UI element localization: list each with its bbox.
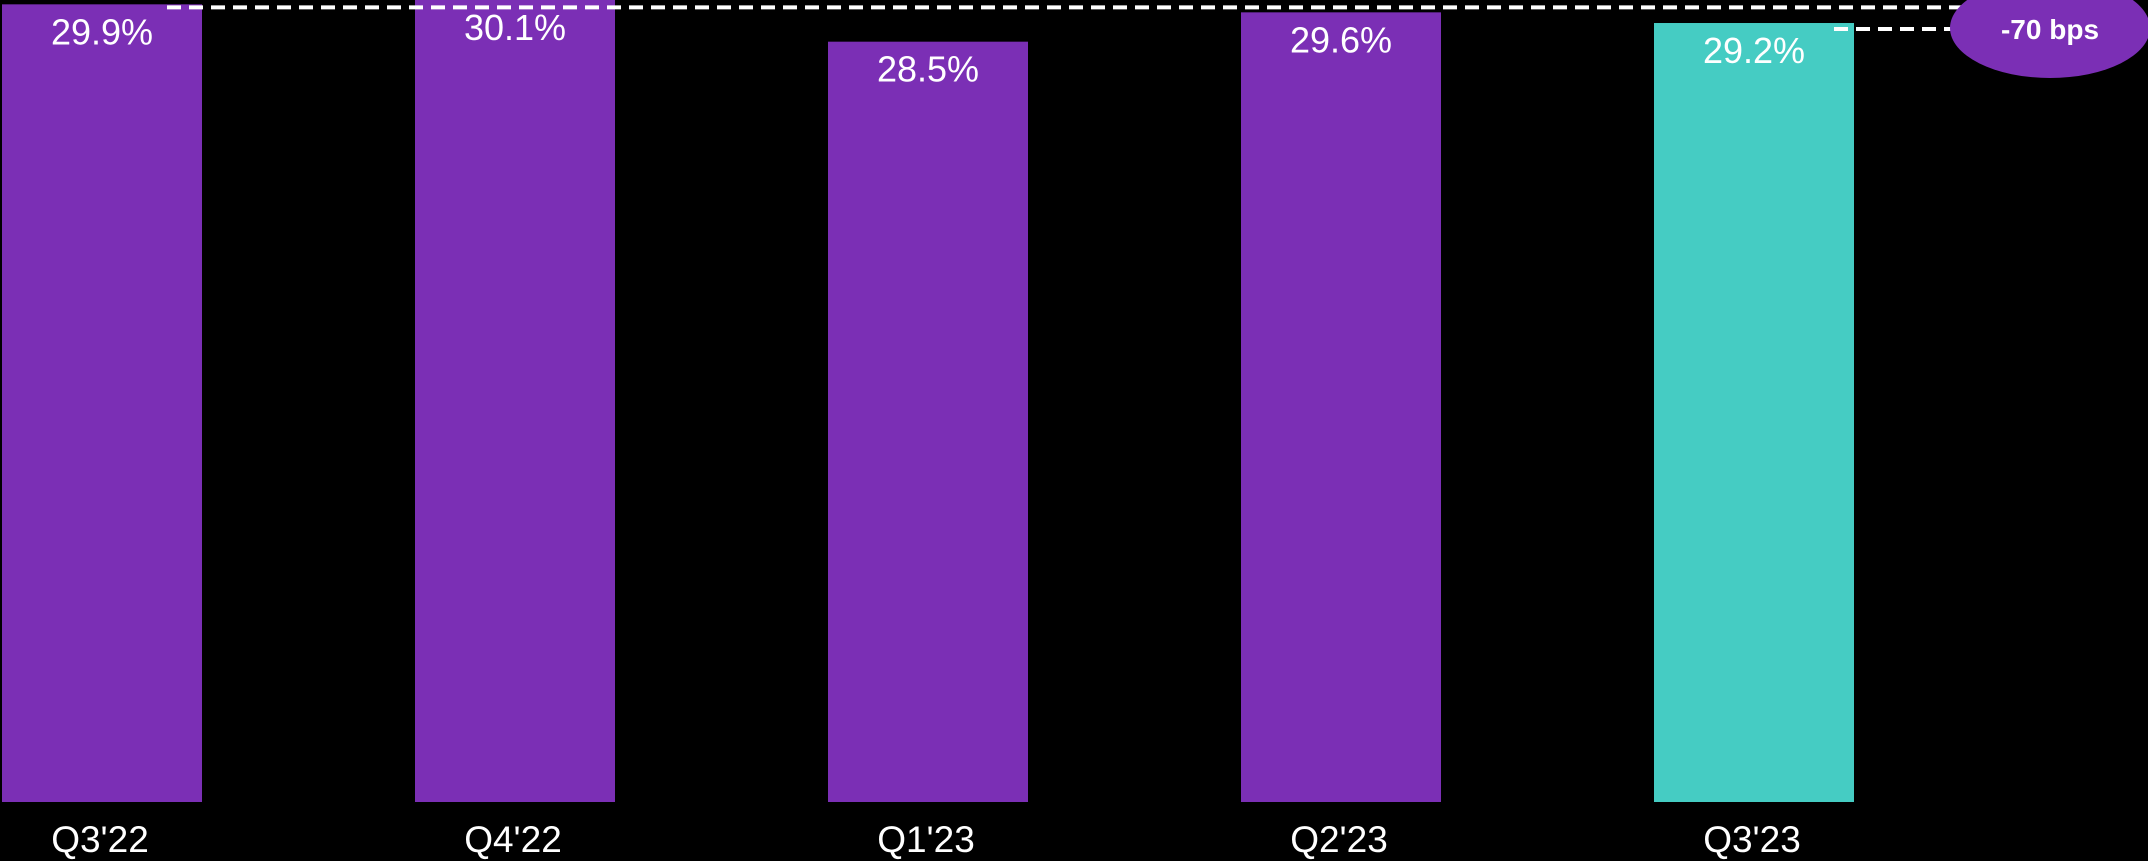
x-tick-label: Q1'23 <box>877 819 975 860</box>
x-axis-tick-labels: Q3'22 Q4'22 Q1'23 Q2'23 Q3'23 <box>51 819 1801 860</box>
bar-value-label: 29.6% <box>1290 19 1392 60</box>
bar-2 <box>828 41 1028 802</box>
change-annotation: -70 bps <box>167 0 2148 78</box>
bar-0 <box>2 4 202 802</box>
bar-4 <box>1654 23 1854 803</box>
x-tick-label: Q3'23 <box>1703 819 1801 860</box>
value-labels-group: 29.9% 30.1% 28.5% 29.6% 29.2% <box>51 7 1805 90</box>
x-tick-label: Q2'23 <box>1290 819 1388 860</box>
bar-1 <box>415 0 615 802</box>
annotation-text: -70 bps <box>2001 14 2099 45</box>
annotation-bubble <box>1950 0 2148 78</box>
bar-value-label: 29.2% <box>1703 30 1805 71</box>
x-tick-label: Q3'22 <box>51 819 149 860</box>
bar-value-label: 30.1% <box>464 7 566 48</box>
x-tick-label: Q4'22 <box>464 819 562 860</box>
bar-value-label: 28.5% <box>877 49 979 90</box>
bar-3 <box>1241 12 1441 803</box>
bar-value-label: 29.9% <box>51 11 153 52</box>
bars-group <box>2 0 1854 803</box>
